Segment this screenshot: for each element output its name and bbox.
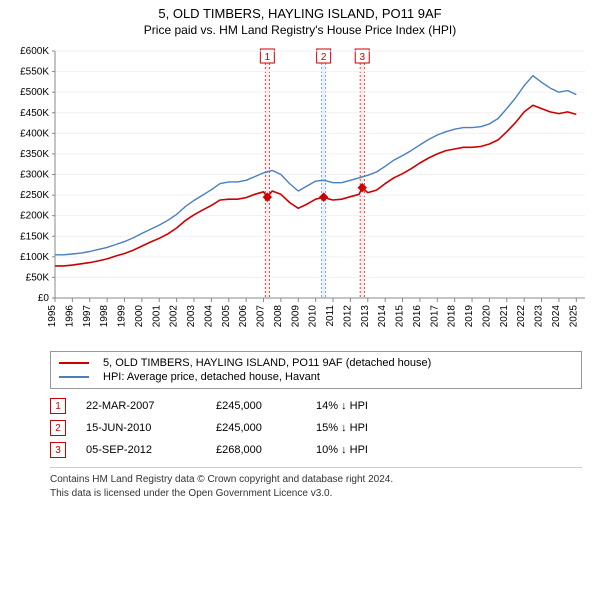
svg-text:2019: 2019 [464,305,475,328]
txn-hpi: 14% ↓ HPI [316,400,406,412]
svg-text:2006: 2006 [238,305,249,328]
svg-text:2014: 2014 [377,305,388,328]
svg-text:2015: 2015 [395,305,406,328]
svg-text:2: 2 [321,52,327,63]
svg-text:2025: 2025 [568,305,579,328]
marker-badge: 3 [50,442,66,458]
txn-price: £268,000 [216,444,296,456]
svg-text:£450K: £450K [20,108,49,119]
footer-line: Contains HM Land Registry data © Crown c… [50,473,582,487]
txn-price: £245,000 [216,422,296,434]
svg-text:£600K: £600K [20,46,49,57]
legend: 5, OLD TIMBERS, HAYLING ISLAND, PO11 9AF… [50,351,582,389]
page-subtitle: Price paid vs. HM Land Registry's House … [0,21,600,43]
svg-text:2005: 2005 [221,305,232,328]
legend-label: HPI: Average price, detached house, Hava… [103,371,320,383]
svg-text:2023: 2023 [534,305,545,328]
svg-text:£250K: £250K [20,190,49,201]
svg-text:2020: 2020 [481,305,492,328]
svg-text:2010: 2010 [308,305,319,328]
table-row: 3 05-SEP-2012 £268,000 10% ↓ HPI [50,439,582,461]
footer-line: This data is licensed under the Open Gov… [50,487,582,501]
txn-date: 05-SEP-2012 [86,444,196,456]
txn-price: £245,000 [216,400,296,412]
svg-text:2022: 2022 [516,305,527,328]
legend-item-hpi: HPI: Average price, detached house, Hava… [59,370,573,384]
svg-text:2016: 2016 [412,305,423,328]
page-title: 5, OLD TIMBERS, HAYLING ISLAND, PO11 9AF [0,0,600,21]
legend-swatch [59,376,89,378]
svg-text:1998: 1998 [99,305,110,328]
txn-date: 15-JUN-2010 [86,422,196,434]
svg-text:2011: 2011 [325,305,336,327]
svg-text:2012: 2012 [342,305,353,328]
txn-date: 22-MAR-2007 [86,400,196,412]
svg-text:2018: 2018 [447,305,458,328]
svg-text:2013: 2013 [360,305,371,328]
footer-attribution: Contains HM Land Registry data © Crown c… [50,467,582,500]
chart-svg: 1 2 3 £0 £50K £100K £150K £200K £250K £300K £350K £… [0,43,600,343]
svg-text:£350K: £350K [20,149,49,160]
svg-text:2009: 2009 [290,305,301,328]
chart: 1 2 3 £0 £50K £100K £150K £200K £250K £300K £350K £… [0,43,600,343]
table-row: 1 22-MAR-2007 £245,000 14% ↓ HPI [50,395,582,417]
txn-hpi: 10% ↓ HPI [316,444,406,456]
svg-text:2017: 2017 [429,305,440,328]
svg-text:£0: £0 [38,293,50,304]
transaction-table: 1 22-MAR-2007 £245,000 14% ↓ HPI 2 15-JU… [50,395,582,461]
svg-text:£550K: £550K [20,67,49,78]
legend-label: 5, OLD TIMBERS, HAYLING ISLAND, PO11 9AF… [103,357,431,369]
txn-hpi: 15% ↓ HPI [316,422,406,434]
svg-text:£200K: £200K [20,211,49,222]
svg-text:£300K: £300K [20,170,49,181]
svg-text:£150K: £150K [20,231,49,242]
svg-text:2021: 2021 [499,305,510,328]
marker-badge: 2 [50,420,66,436]
svg-text:£50K: £50K [26,272,50,283]
svg-text:2003: 2003 [186,305,197,328]
svg-text:£100K: £100K [20,252,49,263]
table-row: 2 15-JUN-2010 £245,000 15% ↓ HPI [50,417,582,439]
svg-text:1: 1 [265,52,271,63]
svg-text:1997: 1997 [82,305,93,328]
svg-text:2002: 2002 [169,305,180,328]
marker-badge: 1 [50,398,66,414]
svg-text:2024: 2024 [551,305,562,328]
svg-text:2000: 2000 [134,305,145,328]
svg-text:£400K: £400K [20,128,49,139]
svg-text:1995: 1995 [47,305,58,328]
legend-swatch [59,362,89,364]
svg-text:1996: 1996 [64,305,75,328]
legend-item-property: 5, OLD TIMBERS, HAYLING ISLAND, PO11 9AF… [59,356,573,370]
svg-text:1999: 1999 [117,305,128,328]
svg-text:2008: 2008 [273,305,284,328]
svg-text:2004: 2004 [203,305,214,328]
svg-text:3: 3 [359,52,365,63]
svg-text:£500K: £500K [20,87,49,98]
svg-text:2001: 2001 [151,305,162,328]
svg-text:2007: 2007 [256,305,267,328]
